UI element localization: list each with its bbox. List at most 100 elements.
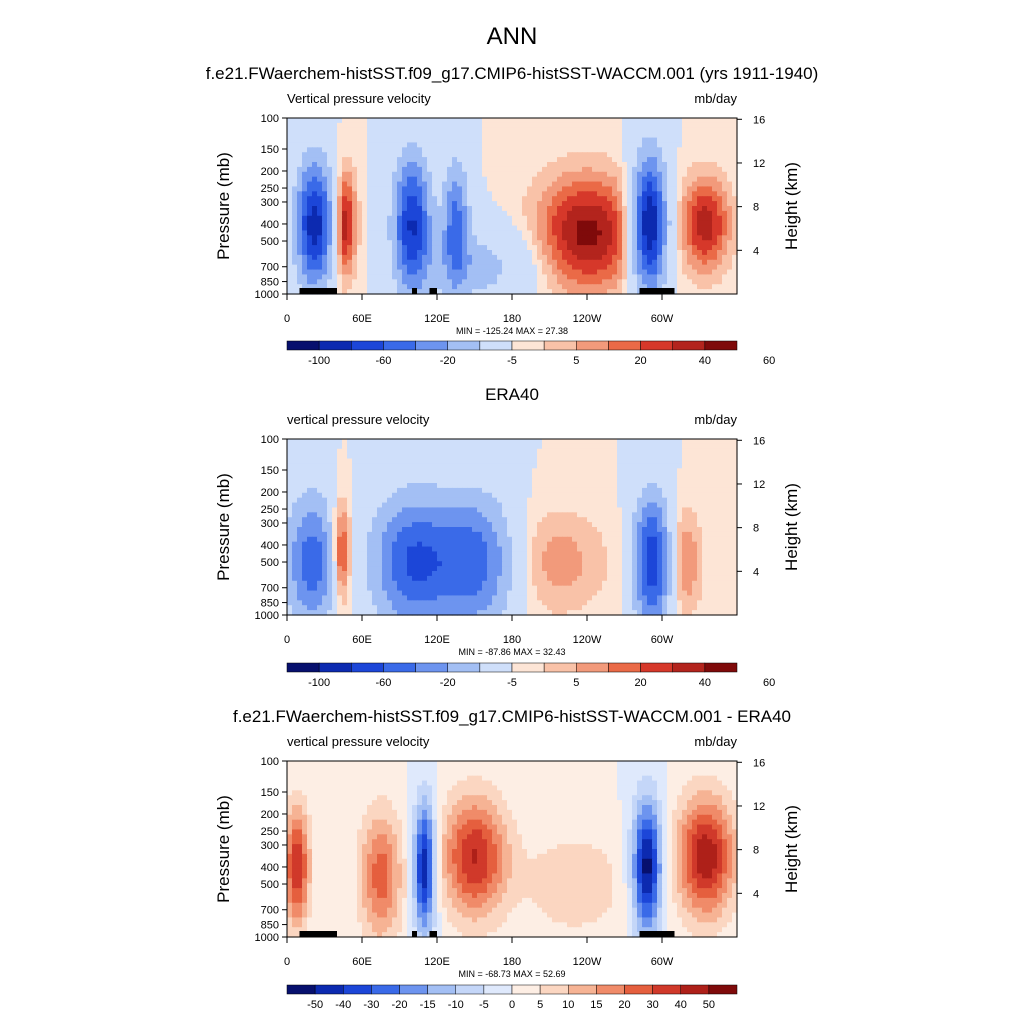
field-cell (562, 468, 568, 474)
field-cell (627, 196, 633, 202)
field-cell (722, 166, 728, 173)
field-cell (682, 240, 688, 246)
field-cell (497, 132, 503, 139)
field-cell (677, 152, 683, 158)
field-cell (352, 201, 358, 207)
field-cell (462, 458, 468, 465)
field-cell (302, 132, 308, 139)
field-cell (402, 162, 408, 168)
y-tick-label: 500 (261, 236, 279, 248)
field-cell (387, 166, 393, 173)
field-cell (317, 478, 323, 484)
colorbar-label: -20 (440, 355, 456, 367)
field-cell (577, 483, 583, 489)
field-cell (387, 289, 393, 295)
field-cell (382, 220, 388, 227)
field-cell (717, 201, 723, 207)
field-cell (572, 512, 578, 518)
field-cell (467, 152, 473, 158)
field-cell (362, 483, 368, 489)
field-cell (722, 468, 728, 474)
field-cell (682, 191, 688, 197)
field-cell (507, 517, 513, 523)
field-cell (307, 152, 313, 158)
field-cell (647, 235, 653, 241)
field-cell (427, 439, 433, 445)
field-cell (482, 463, 488, 469)
field-cell (667, 147, 673, 153)
field-cell (697, 512, 703, 518)
field-cell (472, 448, 478, 455)
field-cell (702, 230, 708, 236)
field-cell (402, 191, 408, 197)
field-cell (572, 522, 578, 528)
field-cell (412, 448, 418, 455)
field-cell (592, 478, 598, 484)
field-cell (432, 162, 438, 168)
field-cell (682, 118, 688, 124)
field-cell (732, 250, 738, 256)
field-cell (382, 191, 388, 197)
field-cell (392, 254, 398, 261)
field-cell (602, 502, 608, 509)
field-cell (602, 483, 608, 489)
field-cell (727, 284, 733, 290)
field-cell (357, 215, 363, 222)
field-cell (322, 152, 328, 158)
field-cell (422, 132, 428, 139)
field-cell (502, 289, 508, 295)
field-cell (367, 166, 373, 173)
field-cell (547, 201, 553, 207)
field-cell (532, 171, 538, 178)
field-cell (557, 176, 563, 183)
field-cell (502, 487, 508, 494)
field-cell (542, 171, 548, 178)
field-cell (452, 240, 458, 246)
field-cell (402, 269, 408, 276)
field-cell (542, 517, 548, 523)
field-cell (482, 157, 488, 163)
field-cell (357, 181, 363, 188)
field-cell (472, 254, 478, 261)
field-cell (327, 492, 333, 499)
field-cell (472, 259, 478, 266)
field-cell (492, 463, 498, 469)
field-cell (462, 171, 468, 178)
field-cell (512, 492, 518, 499)
field-cell (397, 230, 403, 236)
field-cell (677, 196, 683, 202)
field-cell (537, 473, 543, 479)
field-cell (532, 250, 538, 256)
field-cell (422, 439, 428, 445)
field-cell (477, 240, 483, 246)
field-cell (512, 118, 518, 124)
field-cell (632, 502, 638, 509)
field-cell (417, 487, 423, 494)
field-cell (297, 527, 303, 533)
field-cell (497, 492, 503, 499)
field-cell (682, 220, 688, 227)
field-cell (537, 453, 543, 460)
field-cell (627, 439, 633, 445)
field-cell (657, 497, 663, 504)
field-cell (322, 162, 328, 168)
field-cell (687, 492, 693, 499)
field-cell (597, 152, 603, 158)
field-cell (462, 132, 468, 139)
field-cell (397, 210, 403, 217)
field-cell (312, 487, 318, 494)
field-cell (342, 264, 348, 271)
field-cell (552, 152, 558, 158)
chart-panel-1: f.e21.FWaerchem-histSST.f09_g17.CMIP6-hi… (206, 64, 819, 367)
field-cell (697, 171, 703, 178)
field-cell (432, 225, 438, 232)
field-cell (572, 527, 578, 533)
field-cell (507, 264, 513, 271)
field-cell (442, 142, 448, 148)
field-cell (727, 448, 733, 455)
field-cell (522, 463, 528, 469)
field-cell (567, 196, 573, 202)
field-cell (382, 512, 388, 518)
field-cell (702, 157, 708, 163)
field-cell (647, 137, 653, 144)
